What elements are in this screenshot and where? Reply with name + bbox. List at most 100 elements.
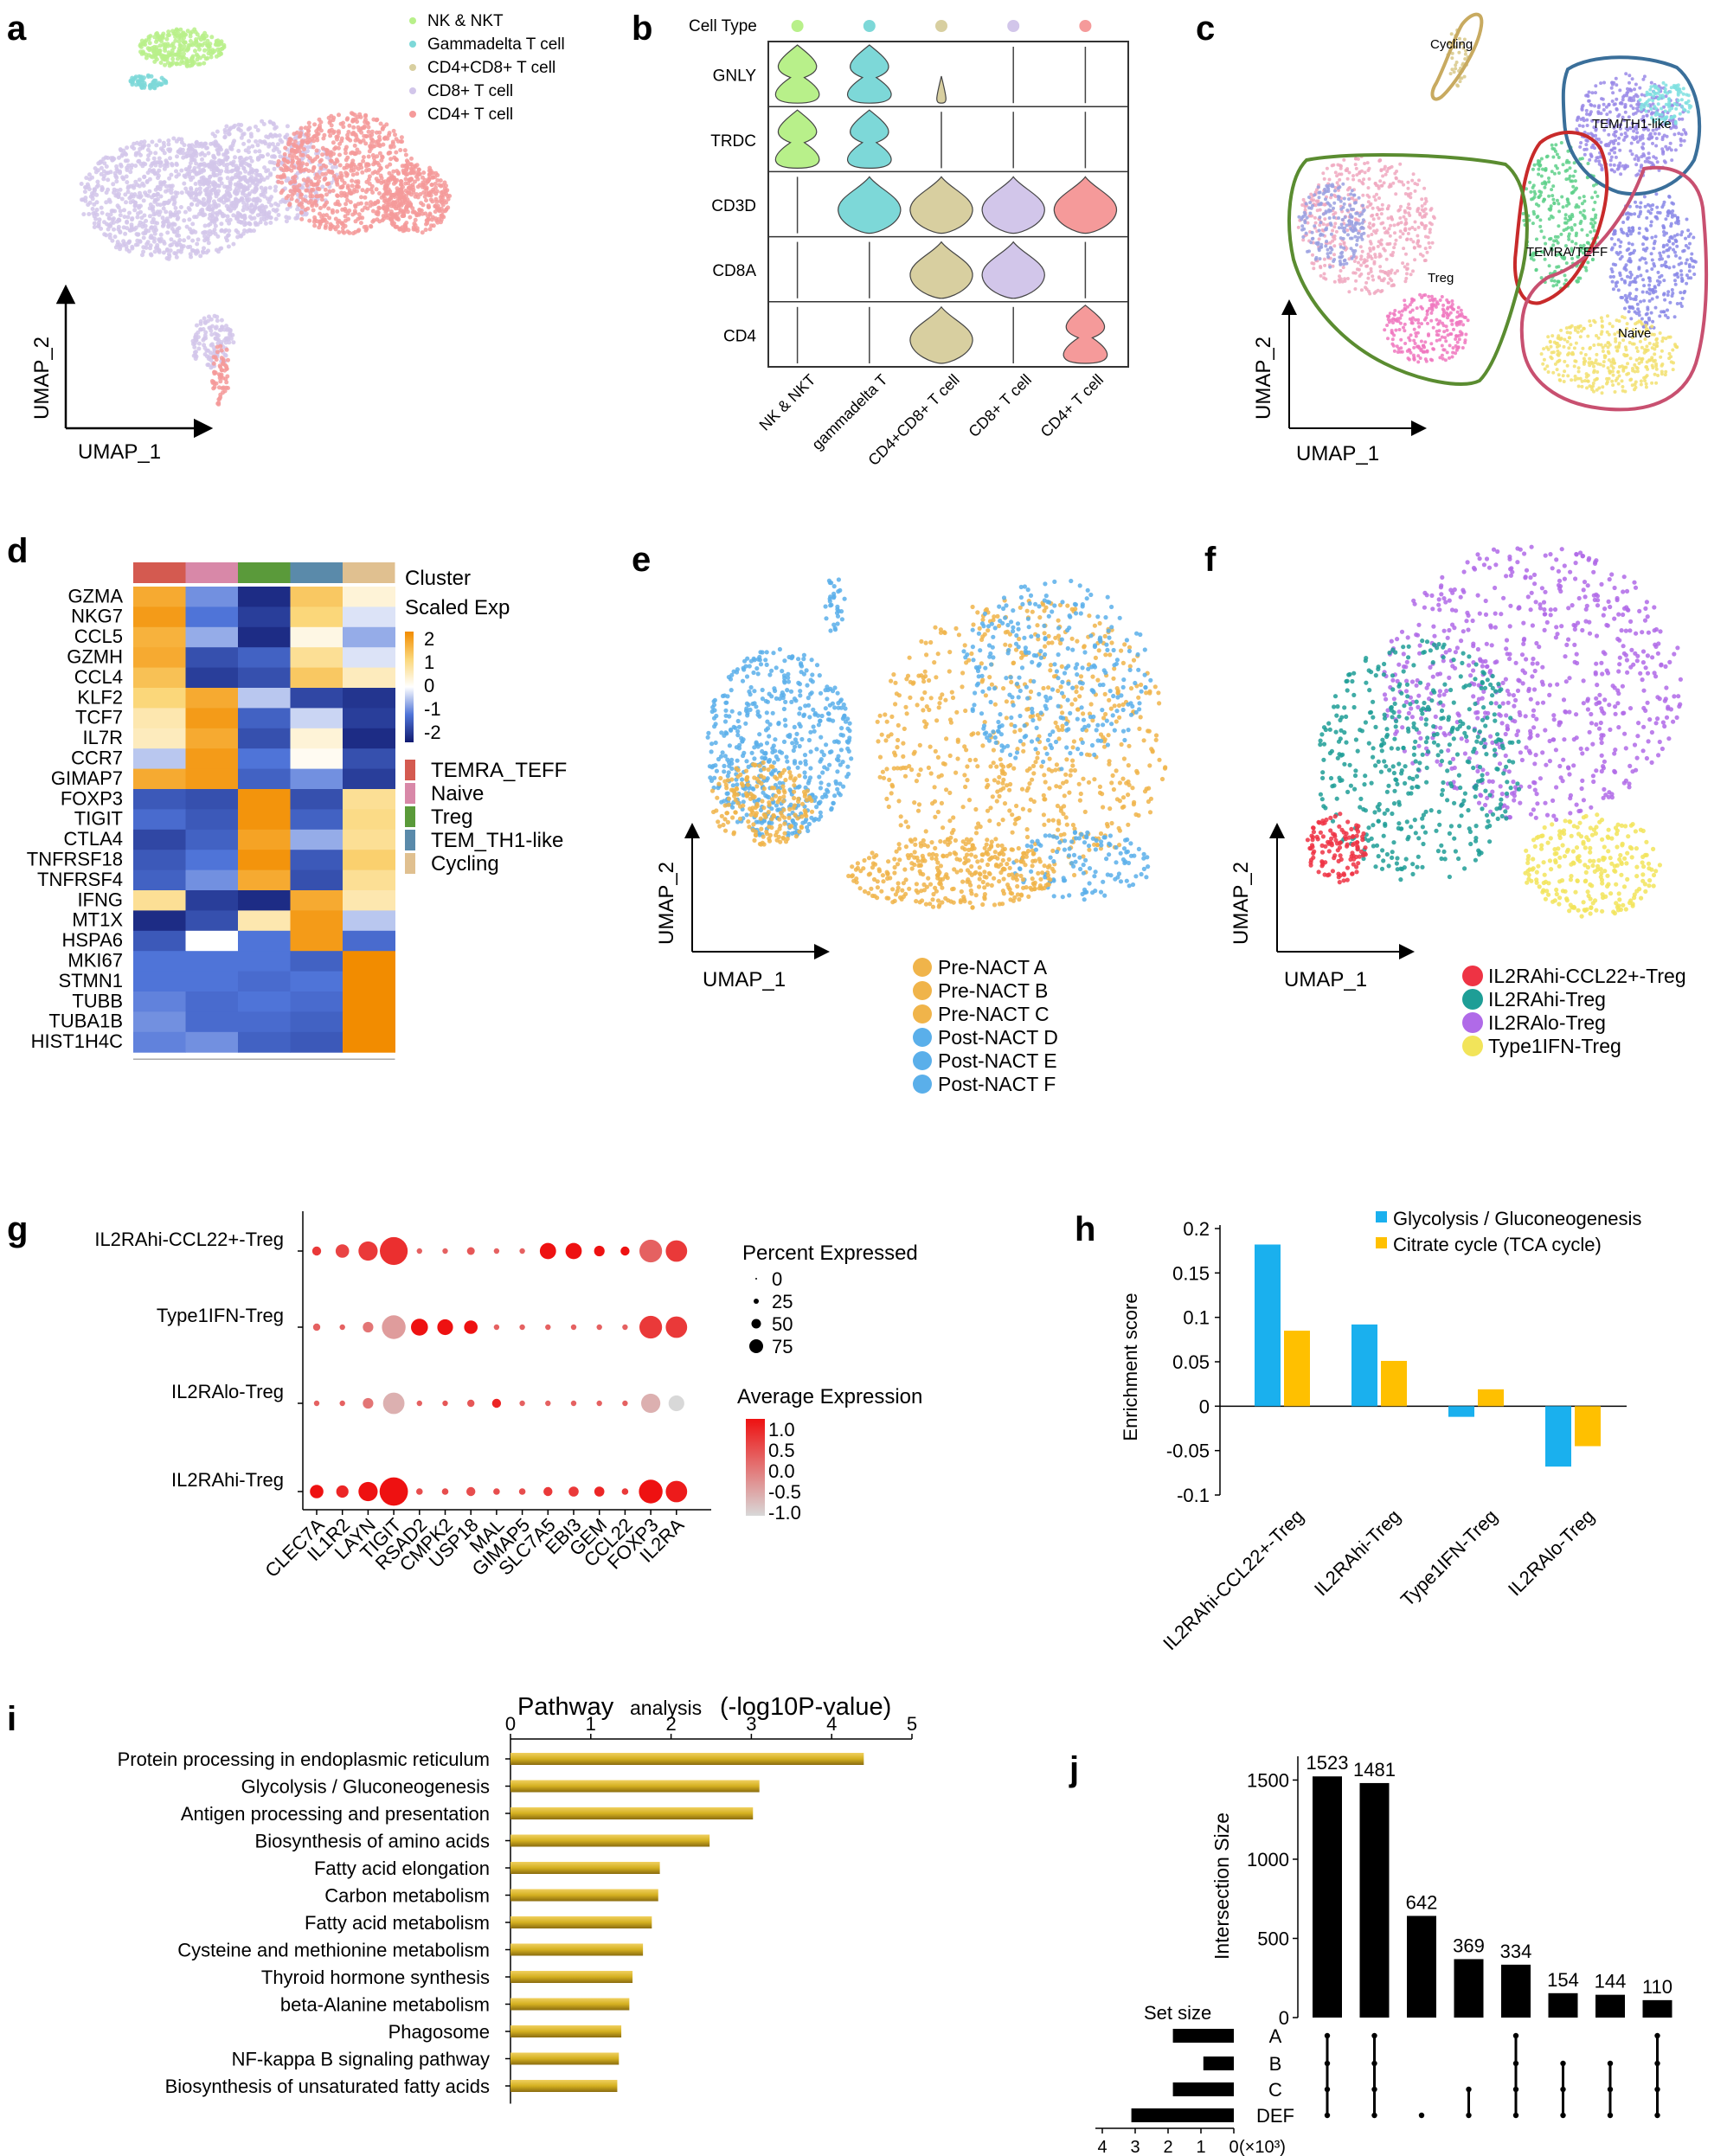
umap-point-cd8 <box>125 158 130 164</box>
umap-point-cycling <box>1458 80 1462 84</box>
umap-point-cd4 <box>299 216 305 221</box>
umap-point-temra <box>1528 180 1532 184</box>
umap-point-tem <box>1611 91 1615 95</box>
umap-point-treg <box>1368 221 1372 226</box>
umap-point-tem <box>1660 106 1664 111</box>
umap-point-cd4 <box>435 178 440 183</box>
umap-point-cd4 <box>396 202 401 208</box>
umap-point-treg <box>1363 162 1367 165</box>
umap-point-cd8 <box>226 169 231 174</box>
umap-point-cd8 <box>97 217 102 222</box>
umap-point-cd4 <box>323 187 328 192</box>
umap-point-cd8 <box>168 147 173 152</box>
umap-point-cd4 <box>445 194 450 198</box>
umap-point-cd8 <box>183 167 189 172</box>
umap-point-nk <box>154 57 159 62</box>
umap-point-treg <box>1448 311 1453 315</box>
umap-point-treg <box>1420 204 1424 209</box>
umap-point-temra <box>1557 279 1561 284</box>
umap-point-cd4 <box>305 183 310 188</box>
umap-point-cd8 <box>187 217 192 222</box>
umap-point-temra <box>1531 167 1535 171</box>
umap-point-naive <box>1647 298 1652 303</box>
umap-point-treg <box>1416 239 1421 243</box>
umap-point-treg <box>1357 231 1360 235</box>
umap-point-treg <box>1448 356 1451 360</box>
umap-point-cd8 <box>143 223 148 228</box>
umap-point-treg <box>1363 258 1367 262</box>
umap-point-cd4 <box>299 210 304 215</box>
umap-point-treg <box>1397 328 1402 331</box>
umap-point-temra <box>1561 205 1565 209</box>
umap-point-treg <box>1400 309 1404 313</box>
umap-point-cd4 <box>356 179 361 184</box>
umap-point-cd4 <box>440 189 446 195</box>
umap-point-cd8 <box>194 140 199 145</box>
umap-point-treg <box>1382 181 1386 185</box>
umap-point-cd8 <box>260 119 265 124</box>
umap-point-treg <box>1371 222 1376 227</box>
umap-point-cd8 <box>197 186 202 191</box>
umap-point-treg <box>1432 216 1436 220</box>
umap-point-tem <box>1608 151 1612 156</box>
umap-point-cd8 <box>213 181 218 186</box>
umap-point-cd4 <box>350 178 355 183</box>
umap-point-cd8 <box>254 125 258 129</box>
umap-point-temra <box>1555 152 1559 157</box>
umap-point-cd8 <box>255 221 260 227</box>
umap-point-temra <box>1564 261 1569 266</box>
umap-point-cd8 <box>285 132 290 138</box>
umap-point-treg <box>1416 234 1420 238</box>
umap-point-treg <box>1416 354 1421 358</box>
umap-point-treg <box>1361 226 1365 230</box>
umap-point-cd4 <box>350 183 355 189</box>
umap-point-cd4 <box>391 128 396 133</box>
umap-point-treg <box>1353 163 1358 167</box>
umap-point-cd4 <box>397 196 402 201</box>
umap-point-temra <box>1566 226 1570 230</box>
umap-point-cd4 <box>333 202 338 207</box>
umap-point-temra <box>1589 221 1593 226</box>
umap-point-treg <box>1438 298 1442 302</box>
umap-point-treg <box>1390 329 1394 332</box>
umap-point-treg <box>1333 221 1338 226</box>
celltype-header-dot <box>1079 20 1092 32</box>
umap-point-cd8 <box>235 230 241 235</box>
umap-point-treg <box>1445 328 1449 332</box>
umap-point-cd8 <box>95 183 100 188</box>
umap-point-cd4 <box>363 119 368 125</box>
umap-point-treg <box>1343 215 1347 220</box>
umap-point-cd8 <box>268 221 273 225</box>
umap-point-tem <box>1636 158 1640 163</box>
umap-point-treg <box>1456 345 1461 350</box>
umap-point-cd8 <box>273 188 278 193</box>
umap-point-cd4 <box>297 202 302 207</box>
umap-point-treg <box>1390 318 1394 323</box>
umap-point-nk <box>180 31 185 36</box>
umap-point-treg <box>1332 225 1337 229</box>
umap-point-cd8 <box>254 139 259 144</box>
umap-point-treg <box>1375 213 1379 216</box>
umap-point-cd8 <box>116 195 121 200</box>
umap-point-treg <box>1372 229 1376 234</box>
umap-point-cd8 <box>217 162 221 167</box>
umap-point-cd4 <box>389 219 395 224</box>
umap-point-temra <box>1564 160 1569 164</box>
umap-point-cd8 <box>116 227 121 232</box>
umap-point-treg <box>1400 180 1404 184</box>
umap-point-tem <box>1682 128 1686 132</box>
umap-point-cd8 <box>227 228 232 234</box>
umap-point-treg <box>1421 343 1425 348</box>
umap-point-cd8 <box>174 254 179 260</box>
umap-point-tem <box>1668 90 1672 94</box>
umap-point-temra <box>1529 189 1533 194</box>
umap-point-temra <box>1552 171 1557 176</box>
umap-point-treg <box>1346 233 1350 237</box>
umap-point-cd8 <box>166 256 171 261</box>
umap-point-cd4 <box>331 189 336 193</box>
umap-point-cd8 <box>141 198 146 203</box>
umap-point-treg <box>1322 257 1326 261</box>
umap-point-tem <box>1636 109 1640 113</box>
umap-point-cd4 <box>402 148 408 153</box>
umap-point-cd8 <box>164 189 168 194</box>
